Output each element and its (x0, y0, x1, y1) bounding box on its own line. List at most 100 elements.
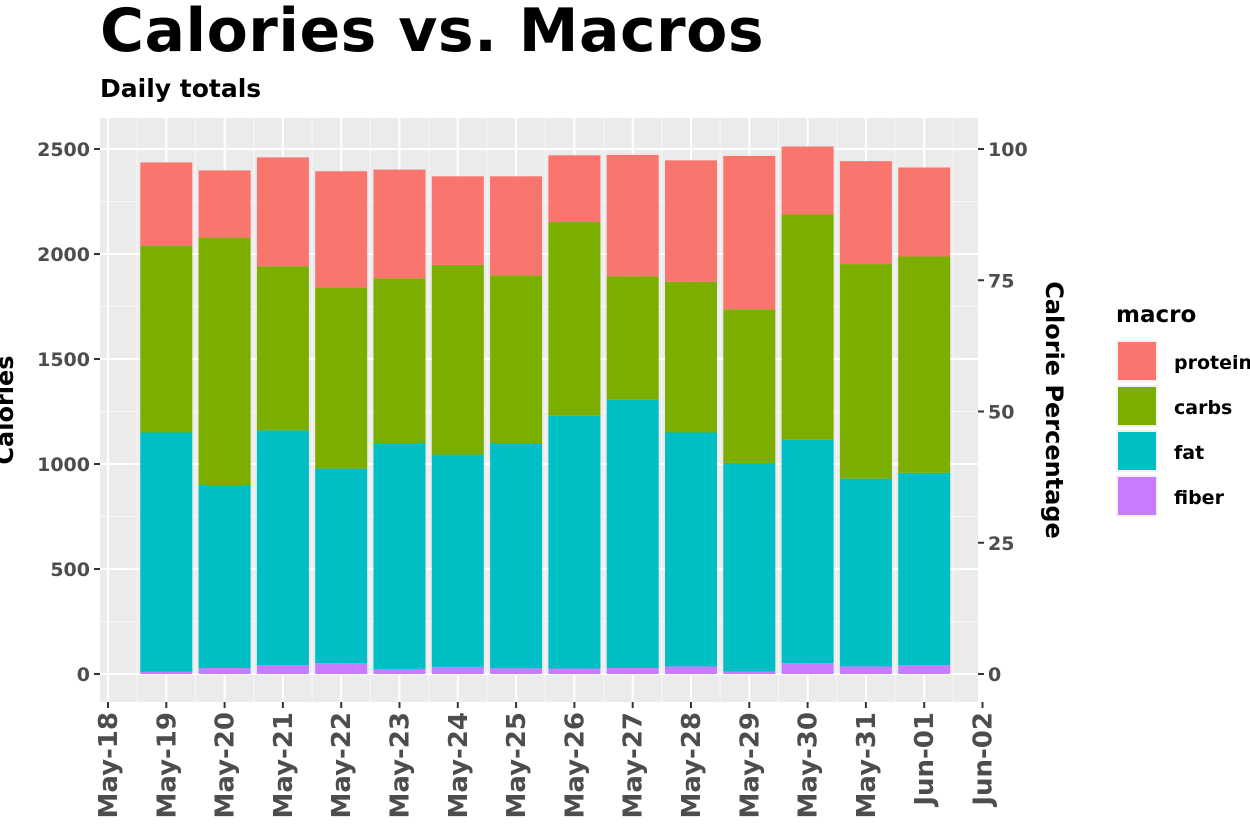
bar-segment-fat (140, 432, 193, 672)
bars (140, 146, 951, 674)
bar-segment-fiber (256, 665, 309, 674)
bar-segment-protein (723, 155, 776, 310)
legend-label-fiber: fiber (1174, 487, 1225, 509)
x-tick-label: May-30 (794, 712, 824, 819)
bar-segment-protein (781, 146, 834, 215)
x-tick-label: May-26 (560, 712, 590, 819)
x-tick-label: May-27 (619, 712, 649, 819)
bar-segment-protein (898, 167, 951, 257)
x-tick-label: May-20 (211, 712, 241, 819)
bar-segment-protein (548, 155, 601, 223)
bar-segment-fiber (781, 663, 834, 674)
legend-label-carbs: carbs (1174, 397, 1232, 419)
bar-segment-carbs (665, 281, 717, 433)
x-tick-label: Jun-02 (969, 712, 999, 808)
bar-segment-carbs (606, 276, 659, 400)
bar-segment-fiber (548, 668, 601, 674)
bar-segment-fat (548, 415, 601, 669)
bar-segment-fat (839, 478, 892, 667)
legend: macro protein carbs fat fiber (1116, 302, 1250, 517)
bar-segment-protein (665, 160, 717, 282)
bar-segment-fat (606, 399, 659, 669)
bar-segment-fiber (723, 671, 776, 674)
x-tick-label: May-24 (444, 712, 474, 819)
x-tick-label: Jun-01 (910, 712, 940, 808)
x-tick-label: May-28 (677, 712, 707, 819)
y-tick-label: 0 (77, 664, 90, 686)
y2-tick-label: 75 (988, 270, 1014, 292)
y2-tick-label: 100 (988, 139, 1028, 161)
x-tick-label: May-19 (152, 712, 182, 819)
bar-segment-protein (839, 161, 892, 265)
bar-segment-fat (898, 472, 951, 666)
x-tick-label: May-31 (852, 712, 882, 819)
bar-segment-fiber (898, 665, 951, 674)
bar-segment-protein (315, 171, 368, 288)
y-tick-label: 1000 (37, 454, 90, 476)
secondary-y-axis-title: Calorie Percentage (1040, 281, 1068, 539)
bar-segment-fiber (490, 668, 543, 674)
y-tick-label: 500 (50, 559, 90, 581)
y-axis-title: Calories (0, 355, 19, 464)
bar-segment-fat (665, 432, 717, 667)
x-tick-label: May-23 (386, 712, 416, 819)
bar-segment-carbs (198, 237, 251, 485)
bar-segment-protein (256, 157, 309, 267)
bar-segment-fiber (315, 663, 368, 674)
legend-label-protein: protein (1174, 352, 1250, 374)
bar-segment-carbs (839, 264, 892, 479)
bar-segment-fiber (665, 666, 717, 674)
bar-segment-fat (781, 439, 834, 664)
x-tick-label: May-18 (94, 712, 124, 819)
y2-tick-label: 25 (988, 533, 1014, 555)
x-tick-label: May-29 (735, 712, 765, 819)
legend-key-carbs (1118, 387, 1156, 425)
bar-segment-carbs (723, 309, 776, 463)
bar-segment-protein (198, 170, 251, 238)
bar-segment-fiber (839, 666, 892, 674)
y-tick-label: 1500 (37, 349, 90, 371)
bar-segment-fat (198, 485, 251, 669)
bar-segment-fat (256, 430, 309, 666)
bar-segment-carbs (781, 214, 834, 440)
bar-segment-protein (140, 162, 193, 247)
bar-segment-fiber (606, 668, 659, 674)
y-tick-label: 2500 (37, 139, 90, 161)
y2-tick-label: 0 (988, 664, 1001, 686)
secondary-y-axis: 0 25 50 75 100 (978, 139, 1028, 686)
y-axis: 0 500 1000 1500 2000 2500 (37, 139, 100, 686)
bar-segment-fiber (431, 666, 484, 674)
y-tick-label: 2000 (37, 244, 90, 266)
y2-tick-label: 50 (988, 402, 1014, 424)
bar-segment-fat (490, 443, 543, 669)
bar-segment-carbs (140, 246, 193, 433)
bar-segment-fiber (198, 668, 251, 674)
bar-segment-fat (431, 454, 484, 667)
x-tick-label: May-21 (269, 712, 299, 819)
bar-segment-protein (373, 169, 426, 279)
bar-segment-protein (431, 176, 484, 265)
legend-label-fat: fat (1174, 442, 1204, 464)
chart-title: Calories vs. Macros (100, 0, 765, 66)
bar-segment-fiber (373, 668, 426, 674)
legend-key-fat (1118, 432, 1156, 470)
x-tick-label: May-22 (327, 712, 357, 819)
legend-key-fiber (1118, 477, 1156, 515)
legend-title: macro (1116, 302, 1196, 328)
x-axis: May-18 May-19 May-20 May-21 May-22 May-23 May-… (94, 702, 999, 819)
x-tick-label: May-25 (502, 712, 532, 819)
bar-segment-carbs (898, 256, 951, 473)
bar-segment-carbs (431, 264, 484, 455)
bar-segment-carbs (490, 275, 543, 443)
legend-key-protein (1118, 342, 1156, 380)
bar-segment-fat (723, 462, 776, 672)
bar-segment-fiber (140, 671, 193, 674)
bar-segment-carbs (315, 287, 368, 469)
bar-segment-fat (315, 468, 368, 664)
bar-segment-carbs (373, 278, 426, 443)
bar-segment-protein (490, 176, 543, 276)
bar-segment-carbs (548, 222, 601, 416)
chart-subtitle: Daily totals (100, 74, 262, 103)
bar-segment-fat (373, 443, 426, 669)
